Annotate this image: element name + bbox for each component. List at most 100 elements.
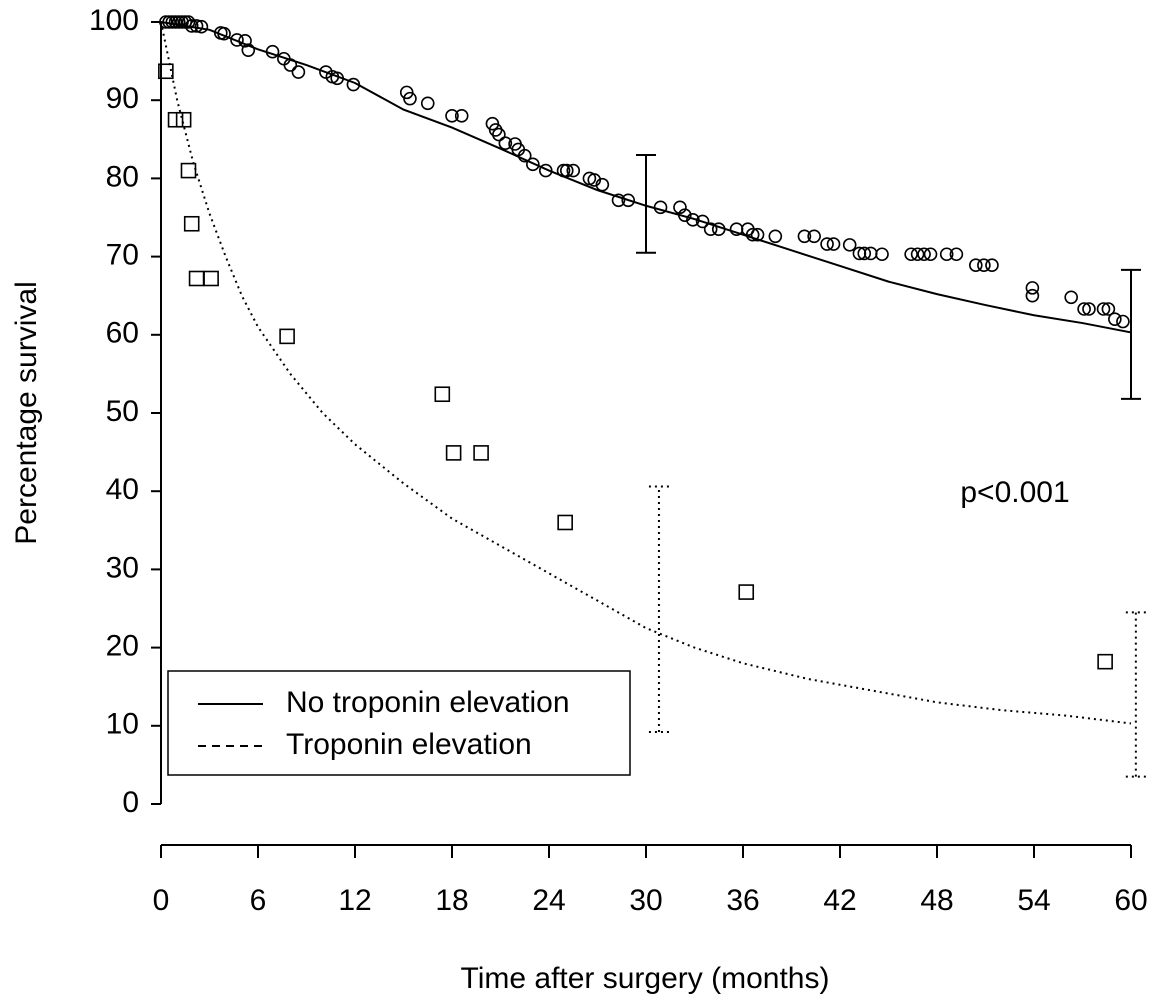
observed-point <box>711 222 726 237</box>
x-tick-label: 48 <box>920 884 953 917</box>
observed-point <box>238 33 252 48</box>
legend-label: No troponin elevation <box>286 686 570 719</box>
y-axis-title: Percentage survival <box>10 281 43 544</box>
observed-point <box>985 258 999 273</box>
y-tick-label: 40 <box>106 473 139 506</box>
x-tick-label: 54 <box>1017 884 1050 917</box>
x-tick-label: 42 <box>823 884 856 917</box>
observed-point <box>265 44 280 59</box>
y-tick-label: 0 <box>122 786 139 819</box>
observed-point <box>768 229 783 244</box>
observed-point <box>917 247 931 262</box>
observed-point <box>1025 288 1040 303</box>
observed-point <box>485 116 500 131</box>
y-tick-label: 50 <box>106 395 139 428</box>
observed-point <box>420 96 435 111</box>
observed-point <box>279 328 295 345</box>
observed-point <box>1116 314 1130 329</box>
x-tick-label: 0 <box>153 884 170 917</box>
observed-point <box>875 247 889 262</box>
observed-point <box>194 19 209 34</box>
x-tick-label: 6 <box>250 884 267 917</box>
observed-point <box>1097 653 1113 670</box>
observed-point <box>175 111 192 128</box>
observed-point <box>949 247 964 262</box>
observed-point <box>181 15 196 29</box>
y-tick-label: 80 <box>106 160 139 193</box>
observed-point <box>171 15 186 29</box>
observed-point <box>653 200 668 215</box>
x-tick-label: 36 <box>726 884 759 917</box>
x-tick-label: 24 <box>532 884 565 917</box>
observed-point <box>910 247 925 262</box>
annotation: p<0.001 <box>960 476 1069 509</box>
observed-point <box>686 213 700 227</box>
observed-point <box>807 229 821 244</box>
observed-point <box>923 247 938 262</box>
observed-point <box>797 229 812 244</box>
observed-point <box>595 177 610 192</box>
observed-point <box>188 270 205 287</box>
y-tick-label: 30 <box>106 551 139 584</box>
observed-point <box>673 200 687 215</box>
observed-point <box>566 163 581 178</box>
legend-label: Troponin elevation <box>286 728 532 761</box>
observed-point <box>695 214 710 229</box>
y-tick-label: 60 <box>106 317 139 350</box>
observed-point <box>492 127 506 142</box>
observed-point <box>184 19 199 33</box>
observed-point <box>291 65 306 79</box>
observed-point <box>241 43 256 57</box>
observed-point <box>611 193 626 208</box>
observed-point <box>473 445 489 461</box>
observed-point <box>1108 312 1122 326</box>
observed-point <box>158 63 174 80</box>
observed-point <box>498 136 513 151</box>
observed-point <box>826 237 841 251</box>
observed-point <box>434 386 451 403</box>
observed-point <box>703 222 718 237</box>
observed-point <box>621 193 636 208</box>
x-tick-label: 12 <box>338 884 371 917</box>
observed-point <box>180 162 197 179</box>
observed-point <box>1077 302 1091 316</box>
x-tick-label: 30 <box>629 884 662 917</box>
observed-point <box>203 270 219 287</box>
observed-point <box>283 58 298 72</box>
y-tick-label: 10 <box>106 708 139 741</box>
observed-point <box>159 15 173 29</box>
observed-point <box>445 109 459 123</box>
observed-point <box>968 258 983 273</box>
x-tick-label: 18 <box>435 884 468 917</box>
observed-point <box>183 215 200 232</box>
observed-point <box>1096 302 1111 316</box>
y-tick-label: 90 <box>106 82 139 115</box>
observed-point <box>168 15 183 29</box>
observed-point <box>517 148 532 163</box>
observed-point <box>559 163 574 178</box>
observed-point <box>977 258 991 273</box>
survival-curve <box>160 21 1132 725</box>
observed-point <box>165 15 180 29</box>
observed-point <box>454 109 469 123</box>
observed-point <box>217 26 231 41</box>
observed-point <box>904 247 918 262</box>
observed-point <box>526 157 540 172</box>
observed-point <box>189 19 204 33</box>
observed-point <box>556 163 571 178</box>
observed-point <box>587 173 602 187</box>
observed-point <box>738 584 755 600</box>
legend-box <box>167 670 631 776</box>
observed-point <box>557 514 573 531</box>
observed-point <box>162 15 176 29</box>
observed-point <box>399 85 414 100</box>
observed-point <box>330 71 345 86</box>
x-axis-title: Time after surgery (months) <box>461 962 830 995</box>
observed-point <box>1082 302 1096 316</box>
x-tick-label: 60 <box>1114 884 1147 917</box>
observed-point <box>230 33 244 47</box>
y-tick-label: 100 <box>89 4 139 37</box>
y-tick-label: 70 <box>106 239 139 272</box>
